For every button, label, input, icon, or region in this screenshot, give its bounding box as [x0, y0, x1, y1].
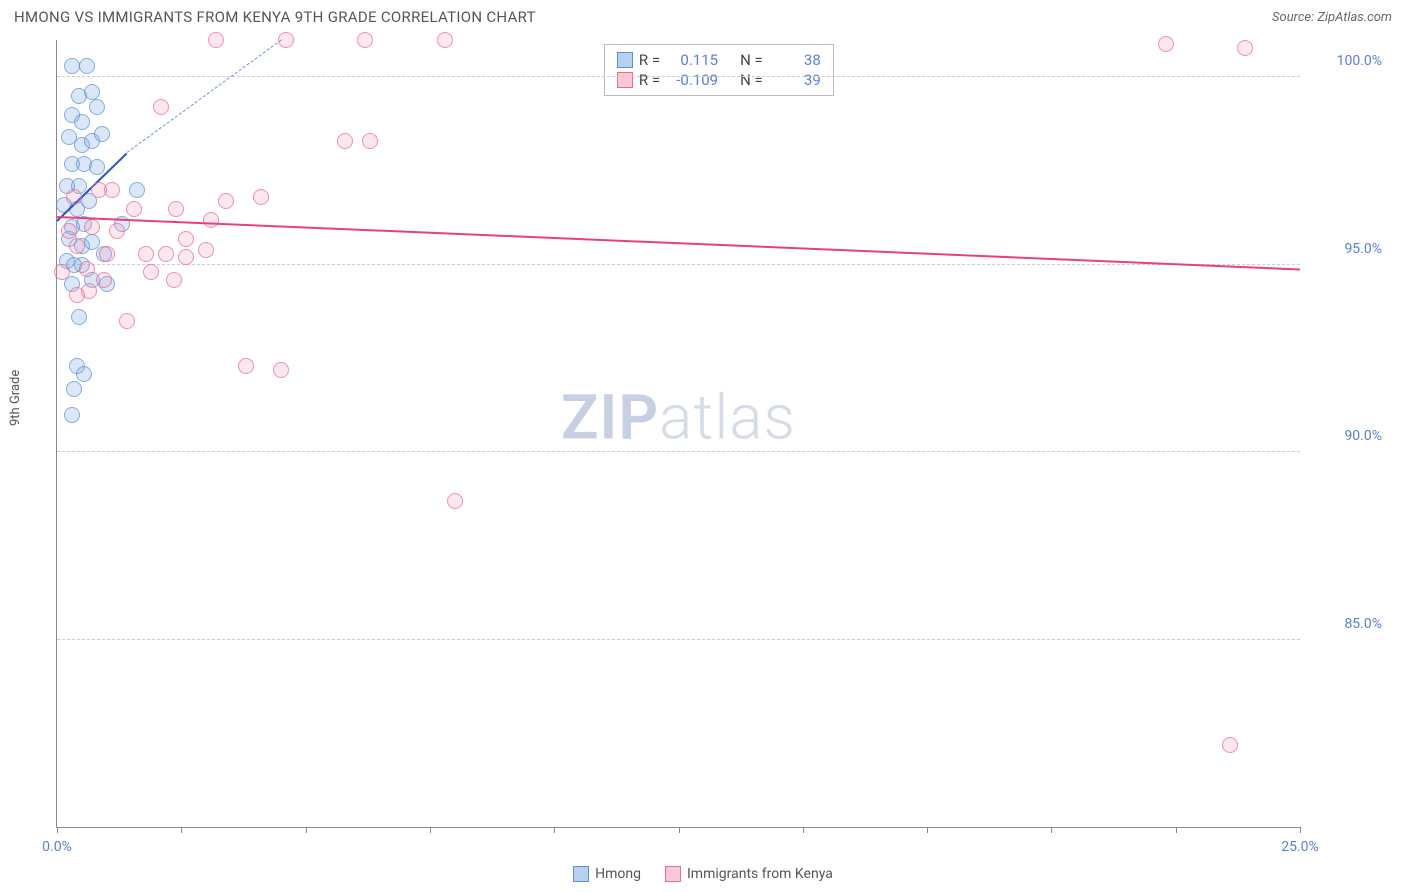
n-value: 38	[769, 51, 821, 69]
data-point	[89, 99, 105, 115]
x-tick-label: 0.0%	[42, 839, 72, 855]
watermark: ZIPatlas	[561, 381, 796, 454]
n-label: N =	[740, 71, 763, 89]
data-point	[79, 261, 95, 277]
r-label: R =	[639, 71, 660, 89]
data-point	[64, 407, 80, 423]
r-value: -0.109	[666, 71, 718, 89]
data-point	[447, 493, 463, 509]
x-tick	[306, 827, 307, 833]
chart-title: HMONG VS IMMIGRANTS FROM KENYA 9TH GRADE…	[14, 8, 536, 26]
legend-swatch	[573, 866, 589, 882]
y-tick-label: 85.0%	[1308, 616, 1382, 632]
chart-container: 9th Grade ZIPatlas R =0.115N =38R =-0.10…	[14, 40, 1392, 852]
x-tick	[430, 827, 431, 833]
x-tick	[57, 827, 58, 833]
trend-line	[126, 40, 281, 153]
series-legend: Hmong Immigrants from Kenya	[0, 866, 1406, 882]
data-point	[81, 283, 97, 299]
data-point	[178, 249, 194, 265]
data-point	[153, 99, 169, 115]
data-point	[66, 381, 82, 397]
x-tick	[1176, 827, 1177, 833]
data-point	[104, 182, 120, 198]
data-point	[198, 242, 214, 258]
n-label: N =	[740, 51, 763, 69]
x-tick-label: 25.0%	[1281, 839, 1319, 855]
y-tick-label: 90.0%	[1308, 428, 1382, 444]
data-point	[66, 189, 82, 205]
data-point	[238, 358, 254, 374]
y-tick-label: 100.0%	[1308, 53, 1382, 69]
data-point	[76, 366, 92, 382]
data-point	[1237, 40, 1253, 56]
data-point	[208, 32, 224, 48]
data-point	[109, 223, 125, 239]
legend-item: Immigrants from Kenya	[665, 866, 833, 882]
data-point	[253, 189, 269, 205]
data-point	[79, 58, 95, 74]
data-point	[126, 201, 142, 217]
x-tick	[679, 827, 680, 833]
data-point	[138, 246, 154, 262]
data-point	[1222, 737, 1238, 753]
data-point	[158, 246, 174, 262]
legend-swatch	[665, 866, 681, 882]
stats-row: R = 0.115 N = 38	[617, 51, 821, 69]
data-point	[129, 182, 145, 198]
gridline	[57, 264, 1300, 265]
data-point	[61, 223, 77, 239]
data-point	[69, 238, 85, 254]
data-point	[84, 219, 100, 235]
gridline	[57, 76, 1300, 77]
data-point	[84, 84, 100, 100]
data-point	[337, 133, 353, 149]
x-tick	[803, 827, 804, 833]
series-swatch	[617, 72, 633, 88]
data-point	[143, 264, 159, 280]
n-value: 39	[769, 71, 821, 89]
r-label: R =	[639, 51, 660, 69]
source-label: Source: ZipAtlas.com	[1272, 10, 1392, 25]
data-point	[96, 272, 112, 288]
trend-line	[57, 216, 1300, 270]
stats-legend-box: R = 0.115 N = 38 R = -0.109 N = 39	[604, 44, 834, 96]
x-tick	[1300, 827, 1301, 833]
data-point	[278, 32, 294, 48]
data-point	[357, 32, 373, 48]
r-value: 0.115	[666, 51, 718, 69]
series-swatch	[617, 52, 633, 68]
y-tick-label: 95.0%	[1308, 241, 1382, 257]
legend-label: Immigrants from Kenya	[687, 866, 833, 882]
data-point	[437, 32, 453, 48]
data-point	[71, 309, 87, 325]
legend-item: Hmong	[573, 866, 641, 882]
data-point	[218, 193, 234, 209]
x-tick	[927, 827, 928, 833]
data-point	[94, 126, 110, 142]
gridline	[57, 639, 1300, 640]
data-point	[203, 212, 219, 228]
stats-row: R = -0.109 N = 39	[617, 71, 821, 89]
data-point	[119, 313, 135, 329]
data-point	[1158, 36, 1174, 52]
data-point	[54, 264, 70, 280]
data-point	[178, 231, 194, 247]
data-point	[89, 159, 105, 175]
plot-area: ZIPatlas R =0.115N =38R =-0.109N =39 85.…	[56, 40, 1300, 828]
x-tick	[1051, 827, 1052, 833]
x-tick	[181, 827, 182, 833]
data-point	[74, 114, 90, 130]
legend-label: Hmong	[595, 866, 641, 882]
data-point	[273, 362, 289, 378]
data-point	[99, 246, 115, 262]
x-tick	[554, 827, 555, 833]
data-point	[168, 201, 184, 217]
gridline	[57, 451, 1300, 452]
y-axis-label: 9th Grade	[8, 370, 23, 426]
data-point	[166, 272, 182, 288]
data-point	[362, 133, 378, 149]
data-point	[64, 58, 80, 74]
